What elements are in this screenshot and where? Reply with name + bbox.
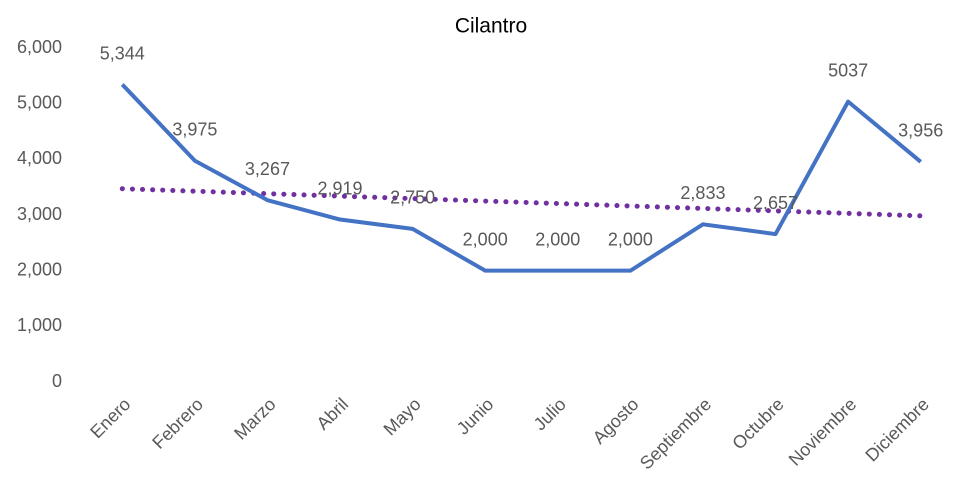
trendline: [119, 186, 924, 219]
x-tick-label: Abril: [313, 394, 353, 434]
data-label: 3,975: [172, 119, 217, 139]
x-tick-label: Marzo: [230, 394, 280, 444]
x-tick-label: Octubre: [728, 394, 787, 453]
y-tick-label: 6,000: [17, 37, 62, 57]
x-tick-label: Enero: [86, 394, 134, 442]
y-tick-label: 3,000: [17, 204, 62, 224]
x-tick-label: Mayo: [380, 394, 425, 439]
y-tick-label: 1,000: [17, 315, 62, 335]
y-tick-label: 5,000: [17, 92, 62, 112]
x-tick-label: Diciembre: [861, 394, 932, 465]
x-tick-label: Junio: [453, 394, 498, 439]
x-tick-label: Agosto: [589, 394, 643, 448]
data-label: 2,657: [753, 193, 798, 213]
x-tick-label: Noviembre: [785, 394, 861, 470]
chart-title: Cilantro: [455, 15, 527, 38]
data-label: 3,956: [898, 121, 943, 141]
y-tick-label: 2,000: [17, 259, 62, 279]
data-label: 2,000: [463, 229, 508, 249]
data-label: 2,000: [535, 229, 580, 249]
data-label: 2,750: [390, 188, 435, 208]
y-tick-label: 4,000: [17, 148, 62, 168]
data-label: 5,344: [100, 43, 145, 63]
data-label: 2,000: [608, 229, 653, 249]
data-label: 5037: [828, 60, 868, 80]
line: [120, 83, 922, 273]
data-label: 2,833: [680, 183, 725, 203]
data-label: 2,919: [318, 178, 363, 198]
data-label: 3,267: [245, 159, 290, 179]
x-tick-label: Septiembre: [636, 394, 715, 473]
x-tick-label: Julio: [530, 394, 570, 434]
y-tick-label: 0: [52, 371, 62, 391]
x-tick-label: Febrero: [148, 394, 207, 453]
